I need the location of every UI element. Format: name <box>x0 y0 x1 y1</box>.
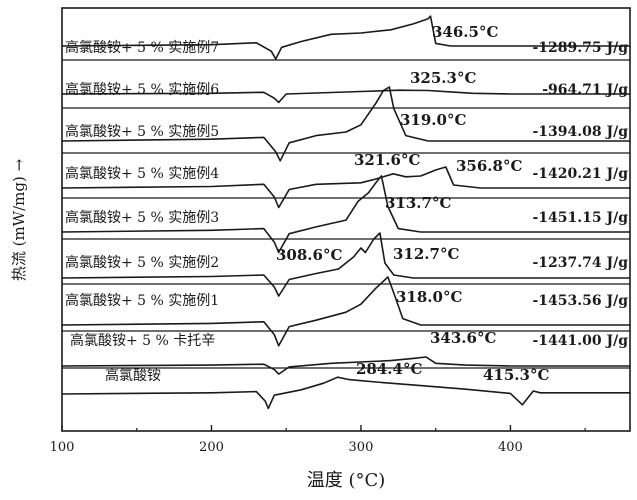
trace-labels: 高氯酸铵+ 5 % 实施例7 346.5°C -1289.75 J/g 高氯酸铵+ 5… <box>65 23 628 384</box>
enthalpy-label: -1441.00 J/g <box>532 333 628 349</box>
x-tick-label: 400 <box>498 440 523 455</box>
series-name-label: 高氯酸铵+ 5 % 实施例1 <box>65 292 219 309</box>
y-axis-title: 热流 (mW/mg) → <box>10 158 28 281</box>
series-name-label: 高氯酸铵+ 5 % 实施例5 <box>65 123 219 140</box>
peak-temperature-label: 308.6°C <box>276 246 342 264</box>
x-tick-label: 200 <box>199 440 224 455</box>
series-name-label: 高氯酸铵 <box>105 367 161 384</box>
x-tick-label: 100 <box>50 440 75 455</box>
enthalpy-label: -1289.75 J/g <box>532 40 628 56</box>
series-name-label: 高氯酸铵+ 5 % 实施例2 <box>65 254 219 271</box>
series-name-label: 高氯酸铵+ 5 % 实施例6 <box>65 81 219 98</box>
series-name-label: 高氯酸铵+ 5 % 卡托辛 <box>70 332 215 349</box>
enthalpy-label: -1237.74 J/g <box>532 255 628 271</box>
x-tick-label: 300 <box>349 440 374 455</box>
x-axis-title: 温度 (°C) <box>307 470 386 491</box>
peak-temperature-label: 325.3°C <box>410 69 476 87</box>
peak-temperature-label: 318.0°C <box>396 288 462 306</box>
enthalpy-label: -1420.21 J/g <box>532 166 628 182</box>
series-name-label: 高氯酸铵+ 5 % 实施例4 <box>65 165 219 182</box>
peak-temperature-label: 313.7°C <box>385 194 451 212</box>
peak-temperature-label: 343.6°C <box>430 329 496 347</box>
peak-temperature-label: 319.0°C <box>400 111 466 129</box>
enthalpy-label: -1394.08 J/g <box>532 124 628 140</box>
enthalpy-label: -1453.56 J/g <box>532 293 628 309</box>
series-name-label: 高氯酸铵+ 5 % 实施例3 <box>65 209 219 226</box>
peak-temperature-label: 284.4°C <box>356 360 422 378</box>
x-axis: 100 200 300 400 <box>50 425 586 455</box>
enthalpy-label: -964.71 J/g <box>542 82 628 98</box>
enthalpy-label: -1451.15 J/g <box>532 210 628 226</box>
series-name-label: 高氯酸铵+ 5 % 实施例7 <box>65 39 219 56</box>
peak-temperature-label: 346.5°C <box>432 23 498 41</box>
peak-temperature-label: 415.3°C <box>483 366 549 384</box>
peak-temperature-label: 356.8°C <box>456 157 522 175</box>
peak-temperature-label: 321.6°C <box>354 151 420 169</box>
peak-temperature-label: 312.7°C <box>393 245 459 263</box>
